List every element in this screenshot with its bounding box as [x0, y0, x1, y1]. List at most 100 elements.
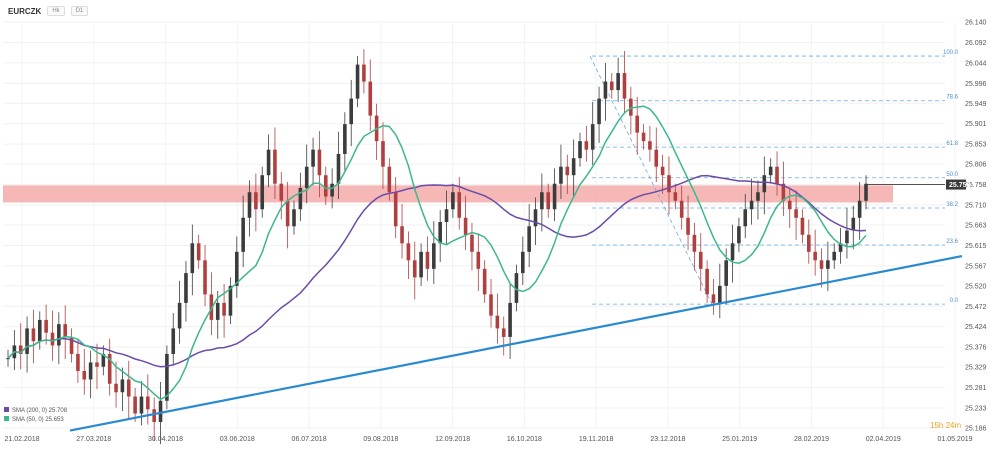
fib-diagonal [589, 55, 713, 305]
candle-body-52 [336, 153, 341, 184]
candle-body-88 [565, 166, 570, 176]
y-tick-12: 25.758 [965, 182, 987, 189]
candle-body-64 [412, 260, 417, 278]
candle-body-45 [292, 209, 296, 227]
y-tick-13: 25.806 [965, 162, 987, 169]
fibonacci-levels: 100.0 78.6 61.8 50.0 38.2 23.6 0.0 [589, 50, 959, 305]
legend-swatch-0 [4, 407, 9, 412]
candle-body-93 [597, 98, 601, 125]
candle-body-13 [88, 362, 93, 380]
price-axis: 25.186 25.233 25.281 25.329 25.376 25.424 25.4… [866, 20, 987, 433]
candle-body-105 [673, 192, 678, 201]
candle-body-60 [387, 166, 392, 193]
symbol-label[interactable]: EURCZK [8, 6, 42, 16]
candle-body-85 [546, 192, 551, 210]
candle-body-79 [508, 302, 512, 337]
candle-body-5 [37, 319, 42, 342]
candle-body-124 [794, 209, 798, 218]
candle-body-51 [330, 183, 334, 197]
candle-body-35 [228, 285, 233, 316]
y-tick-15: 25.901 [965, 121, 987, 128]
candle-body-53 [343, 124, 347, 154]
candle-body-121 [775, 166, 779, 184]
candle-body-32 [209, 294, 214, 320]
candle-body-22 [146, 396, 150, 410]
candle-body-102 [654, 149, 659, 167]
candle-body-112 [718, 285, 722, 303]
x-tick-13: 01.05.2019 [937, 436, 972, 443]
candle-body-126 [807, 234, 811, 252]
candle-body-40 [260, 175, 265, 210]
candle-body-122 [781, 183, 786, 201]
x-tick-1: 27.03.2018 [76, 436, 111, 443]
candle-body-100 [641, 132, 646, 142]
candle-body-133 [851, 217, 856, 231]
sma-50-line [7, 105, 867, 401]
candle-body-84 [540, 192, 544, 210]
candle-body-43 [279, 183, 284, 201]
candle-body-63 [406, 243, 411, 261]
y-tick-11: 25.710 [965, 202, 987, 209]
candle-body-78 [501, 328, 506, 337]
candle-body-71 [457, 192, 462, 218]
candle-body-9 [63, 324, 67, 337]
candle-body-16 [107, 353, 112, 384]
x-tick-9: 23.12.2018 [650, 436, 685, 443]
candle-body-67 [432, 243, 436, 269]
candle-body-86 [552, 183, 557, 210]
candle-body-81 [521, 251, 525, 274]
candle-body-29 [190, 243, 195, 274]
y-tick-7: 25.520 [965, 283, 987, 290]
candle-body-90 [578, 141, 582, 159]
candle-body-12 [82, 370, 87, 380]
x-tick-10: 25.01.2019 [722, 436, 757, 443]
candle-body-20 [133, 396, 137, 414]
candle-body-38 [247, 192, 252, 218]
candle-body-123 [787, 200, 792, 210]
candle-body-59 [381, 141, 385, 167]
y-tick-2: 25.281 [965, 385, 987, 392]
x-tick-2: 30.04.2018 [148, 436, 183, 443]
x-tick-7: 16.10.2018 [507, 436, 542, 443]
candle-body-95 [609, 81, 614, 91]
candle-body-19 [126, 379, 131, 397]
y-tick-0: 25.186 [965, 426, 987, 433]
candle-body-99 [635, 115, 639, 133]
candle-body-11 [76, 353, 80, 371]
y-tick-18: 26.044 [965, 60, 987, 67]
fib-label-5: 23.6 [946, 239, 958, 245]
candle-body-83 [533, 209, 538, 227]
candle-body-92 [590, 124, 595, 150]
candle-body-4 [31, 328, 36, 342]
candle-body-10 [69, 336, 74, 354]
legend-swatch-1 [4, 416, 9, 421]
y-tick-14: 25.853 [965, 142, 987, 149]
fib-label-1: 78.6 [946, 95, 958, 101]
candle-body-8 [57, 324, 61, 346]
candle-body-28 [184, 273, 188, 303]
candle-body-125 [800, 217, 805, 235]
candle-body-114 [730, 243, 735, 261]
y-tick-1: 25.233 [965, 405, 987, 412]
fib-label-2: 61.8 [946, 141, 958, 147]
candle-body-118 [756, 192, 760, 201]
candle-body-89 [571, 158, 576, 176]
candle-body-82 [527, 226, 531, 252]
chart-type-chip[interactable]: Hk [47, 6, 65, 16]
y-tick-6: 25.472 [965, 304, 987, 311]
candle-body-74 [476, 251, 481, 269]
x-tick-6: 12.09.2018 [435, 436, 470, 443]
candle-body-69 [444, 209, 449, 223]
y-tick-10: 25.663 [965, 223, 987, 230]
last-price-value: 25.758 [949, 182, 971, 189]
candle-body-101 [648, 141, 652, 150]
candle-body-94 [603, 81, 608, 99]
candle-body-46 [298, 187, 303, 210]
candle-body-135 [864, 183, 868, 201]
timeframe-chip[interactable]: D1 [70, 6, 89, 16]
candle-body-87 [559, 166, 563, 184]
x-tick-11: 28.02.2019 [794, 436, 829, 443]
candle-body-34 [222, 302, 226, 316]
candle-body-91 [584, 141, 589, 150]
